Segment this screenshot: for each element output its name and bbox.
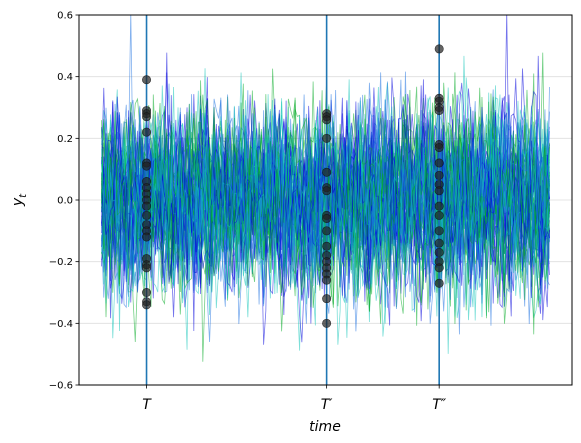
sample-point bbox=[322, 226, 332, 236]
x-axis-ticks: T T′ T″ bbox=[142, 385, 447, 413]
y-tick-label: −0.6 bbox=[49, 381, 73, 392]
sample-point bbox=[322, 275, 332, 285]
sample-point bbox=[142, 210, 152, 220]
y-axis-label-subscript: t bbox=[18, 193, 29, 198]
sample-point bbox=[434, 106, 444, 116]
x-tick-label: T″ bbox=[432, 397, 447, 413]
sample-point bbox=[142, 300, 152, 310]
x-tick-label: T bbox=[142, 397, 152, 413]
y-tick-label: 0.0 bbox=[57, 196, 73, 207]
sample-point bbox=[142, 232, 152, 242]
y-tick-label: 0.4 bbox=[57, 72, 73, 83]
y-axis-label: yt bbox=[10, 193, 29, 207]
sample-point bbox=[434, 170, 444, 180]
sample-point bbox=[434, 143, 444, 153]
sample-point bbox=[434, 44, 444, 54]
y-axis-ticks: −0.6 −0.4 −0.2 0.0 0.2 0.4 0.6 bbox=[49, 11, 79, 392]
sample-point bbox=[142, 112, 152, 122]
sample-point bbox=[142, 127, 152, 137]
series-group bbox=[101, 15, 550, 362]
sample-point bbox=[434, 263, 444, 273]
sample-point bbox=[322, 241, 332, 251]
sample-point bbox=[434, 247, 444, 257]
sample-point bbox=[434, 210, 444, 220]
y-tick-label: −0.2 bbox=[49, 257, 73, 268]
sample-points bbox=[142, 44, 444, 328]
y-tick-label: 0.2 bbox=[57, 134, 73, 145]
sample-point bbox=[142, 287, 152, 297]
sample-point bbox=[142, 263, 152, 273]
sample-point bbox=[322, 186, 332, 196]
sample-point bbox=[142, 161, 152, 171]
x-tick-label: T′ bbox=[321, 397, 334, 413]
series-line bbox=[101, 15, 550, 342]
sample-point bbox=[322, 214, 332, 224]
sample-point bbox=[322, 167, 332, 177]
y-tick-label: 0.6 bbox=[57, 11, 73, 22]
sample-point bbox=[434, 158, 444, 168]
sample-point bbox=[322, 115, 332, 125]
sample-point bbox=[434, 278, 444, 288]
sample-point bbox=[434, 186, 444, 196]
x-axis-label: time bbox=[309, 419, 341, 435]
sample-point bbox=[434, 201, 444, 211]
sample-point bbox=[434, 226, 444, 236]
sample-point bbox=[434, 238, 444, 248]
sample-point bbox=[322, 133, 332, 143]
y-tick-label: −0.4 bbox=[49, 319, 73, 330]
sample-point bbox=[322, 318, 332, 328]
sample-point bbox=[142, 201, 152, 211]
sample-point bbox=[142, 75, 152, 85]
sample-point bbox=[322, 294, 332, 304]
